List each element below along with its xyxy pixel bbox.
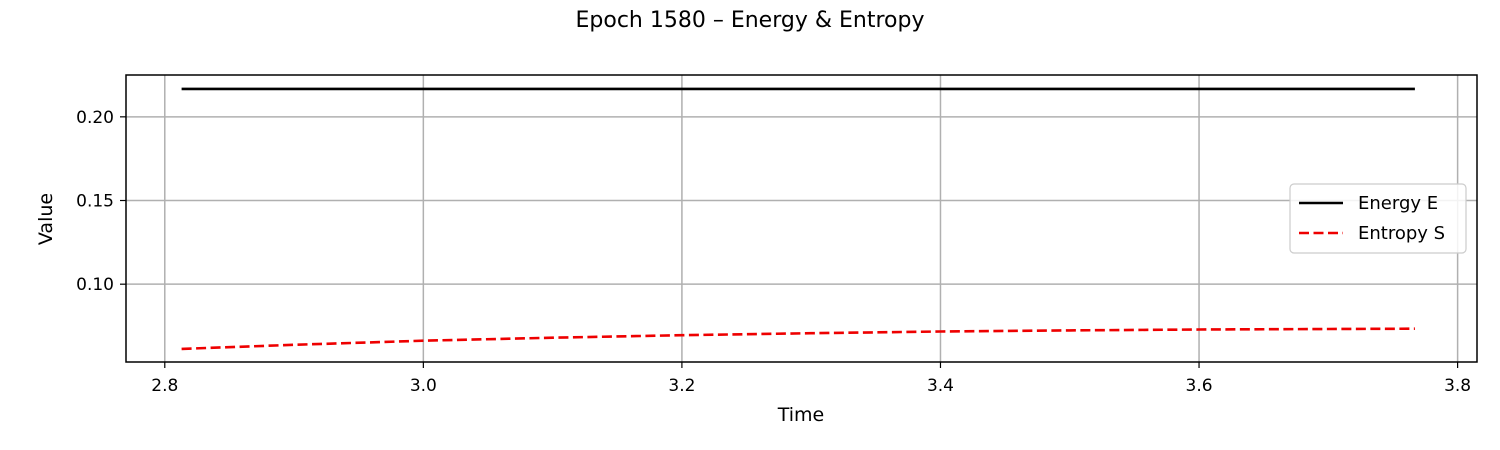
x-tick-label: 3.2 <box>668 376 695 396</box>
x-axis-label: Time <box>777 404 825 426</box>
y-tick-label: 0.15 <box>76 192 114 212</box>
x-tick-label: 3.4 <box>927 376 954 396</box>
legend-label: Entropy S <box>1358 223 1445 244</box>
plot-frame <box>125 74 1478 363</box>
y-axis: 0.10 0.15 0.20 <box>76 108 126 295</box>
series-line-entropy <box>181 327 1415 351</box>
grid <box>126 75 1477 362</box>
x-tick-label: 3.6 <box>1186 376 1213 396</box>
x-tick-label: 3.8 <box>1444 376 1471 396</box>
x-tick-label: 2.8 <box>151 376 178 396</box>
x-tick-label: 3.0 <box>410 376 437 396</box>
legend-label: Energy E <box>1358 193 1438 214</box>
x-axis: 2.8 3.0 3.2 3.4 3.6 3.8 <box>151 362 1471 396</box>
y-tick-label: 0.10 <box>76 275 114 295</box>
y-axis-label: Value <box>35 193 57 245</box>
y-tick-label: 0.20 <box>76 108 114 128</box>
legend: Energy E Entropy S <box>1289 183 1467 254</box>
chart-title: Epoch 1580 – Energy & Entropy <box>576 8 925 33</box>
series-layer <box>181 87 1415 351</box>
legend-box <box>1289 183 1467 254</box>
